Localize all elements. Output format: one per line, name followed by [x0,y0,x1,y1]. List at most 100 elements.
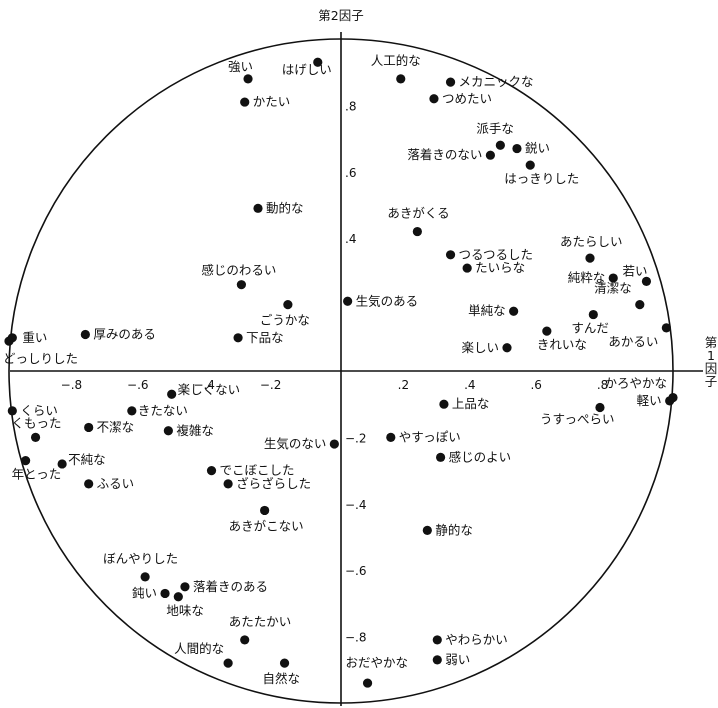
data-point-label: 派手な [476,121,514,136]
data-point-label: おだやかな [346,655,409,670]
data-point [432,655,442,665]
data-point [665,396,675,406]
data-point [343,296,353,306]
data-point [445,250,456,260]
data-point-label: あきがくる [387,206,449,221]
data-point-label: 人間的な [174,641,224,656]
data-point-label: 不潔な [97,419,135,434]
data-point-label: やすっぽい [399,429,461,444]
data-point [445,77,456,87]
data-point-label: あかるい [608,334,658,349]
data-point-label: つめたい [442,91,492,106]
data-point-label: かろやかな [604,376,667,391]
data-point [422,525,432,535]
data-point [80,329,90,340]
data-point-label: 純粋な [568,270,606,285]
data-point-label: ごうかな [260,313,310,328]
data-point-label: 年とった [12,467,62,482]
data-point [588,309,598,320]
data-point [140,572,150,582]
data-point-label: 複雑な [176,423,214,438]
data-point-label: きたない [138,403,188,418]
data-point [206,466,217,476]
data-point [279,658,290,668]
data-point-label: つるつるした [459,247,534,262]
data-point [30,432,41,442]
data-point-label: 落着きのある [193,579,268,594]
data-point-label: 自然な [263,671,301,686]
data-point [283,300,293,310]
data-point-label: どっしりした [3,351,78,366]
data-point [432,635,442,645]
data-point [167,389,177,399]
data-point [542,326,552,336]
data-point [485,150,495,160]
data-point [585,253,595,263]
data-point-label: 地味な [166,603,204,618]
data-point-label: 生気のある [356,293,419,308]
data-point [253,203,263,213]
data-point [495,140,505,150]
data-point [84,422,94,433]
y-axis-title: 第2因子 [318,8,363,23]
y-tick-label: −.6 [345,564,367,578]
data-point-label: たいらな [475,260,525,275]
data-point [240,635,250,645]
data-point [608,273,618,283]
data-point-label: 楽しくない [178,382,241,397]
data-point [180,582,190,592]
data-point-label: あたたかい [229,614,292,629]
data-point [21,456,31,466]
data-point-label: ざらざらした [236,476,311,491]
data-point [84,479,94,489]
data-point-label: 軽い [637,393,662,408]
x-axis-title-char: 子 [705,374,718,389]
data-point [386,432,396,442]
data-point-label: 厚みのある [93,326,156,341]
data-point [436,452,446,462]
data-point-label: 静的な [435,522,473,537]
tick-labels: −.8 −.6 −.4 −.2 .2 .4 .6 .8 .8 .6 .4 −.2 −.4 −.6 −.8 [61,99,609,644]
data-point-label: 弱い [445,652,470,667]
y-tick-label: −.4 [345,498,367,512]
y-tick-label: .6 [345,166,356,180]
y-tick-label: −.2 [345,431,367,445]
data-point [4,336,14,346]
data-point [462,263,472,273]
data-point [223,479,233,489]
data-point-label: 強い [228,59,253,74]
data-point [223,658,233,668]
y-tick-label: −.8 [345,631,367,645]
data-point [439,399,449,409]
data-point [635,300,645,310]
data-point [502,343,512,353]
data-point-label: 清潔な [594,281,632,296]
data-point [512,143,522,154]
data-point [525,160,535,170]
data-point-label: やわらかい [445,632,508,647]
data-point-label: 人工的な [371,53,421,68]
data-point [313,57,323,67]
data-point [329,439,339,449]
data-point-label: ぼんやりした [103,551,178,566]
x-axis-title-char: 第 [705,335,718,350]
data-point-label: 感じのわるい [201,263,276,278]
data-point [412,226,422,237]
x-tick-label: −.6 [127,378,149,392]
data-point-label: 単純な [468,303,506,318]
data-point [243,74,253,84]
data-point [240,97,250,107]
data-point [163,426,173,436]
data-point-label: でこぼこした [220,463,295,478]
data-point-label: 楽しい [461,340,499,355]
data-point-label: かたい [253,94,291,109]
x-tick-label: −.2 [260,378,282,392]
data-point-label: すんだ [571,321,609,336]
data-point-label: くらい [20,403,58,418]
data-point-label: くもった [12,415,62,430]
data-point-label: メカニックな [459,74,534,89]
data-point [173,592,183,602]
data-point [7,406,17,416]
